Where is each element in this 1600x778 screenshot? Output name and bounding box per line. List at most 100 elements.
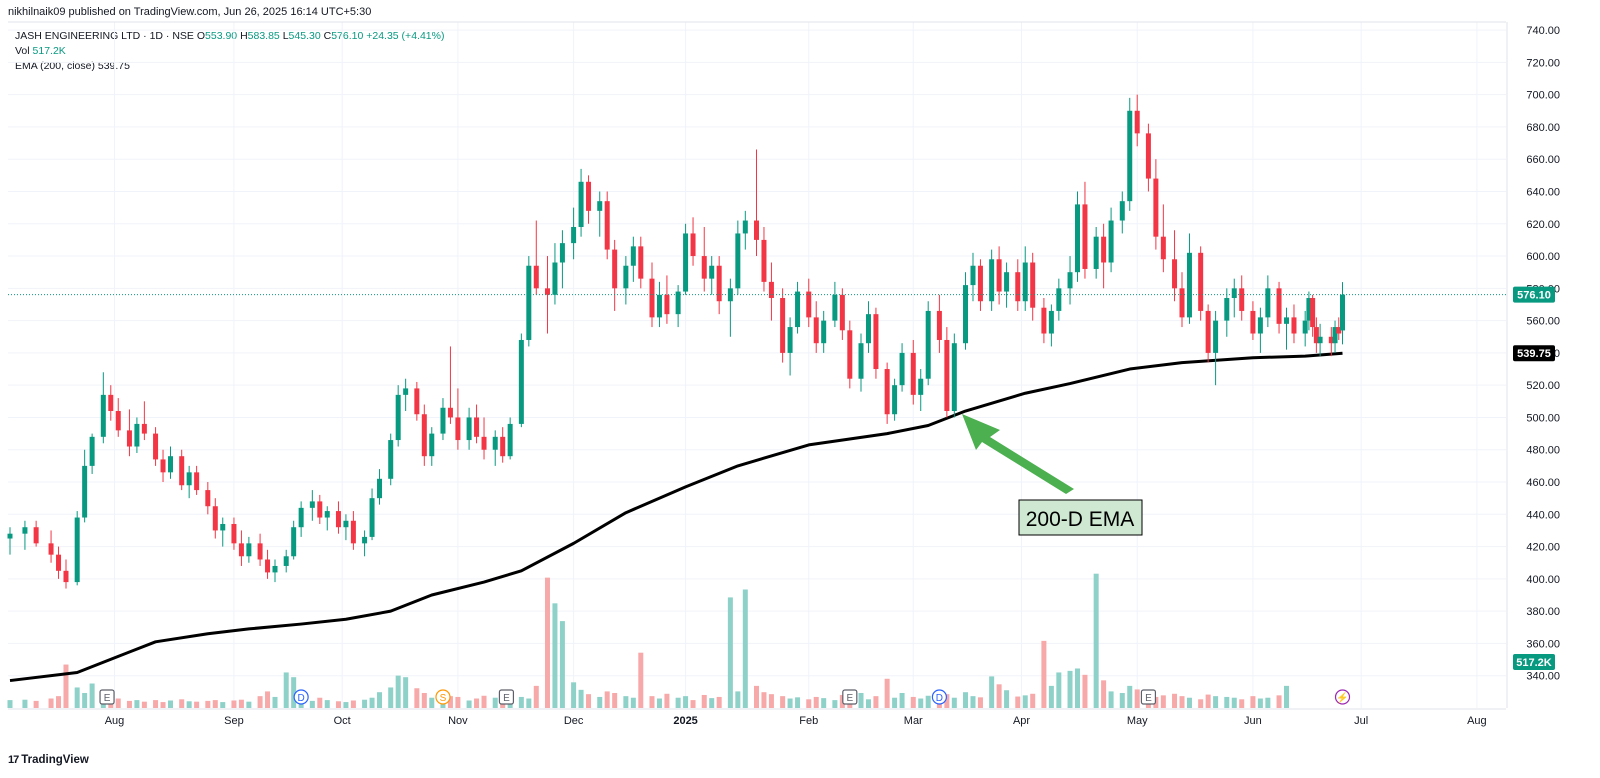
candle	[1313, 317, 1319, 353]
price-change: +24.35 (+4.41%)	[366, 30, 445, 42]
volume-label[interactable]: Vol	[15, 45, 30, 57]
candle	[701, 226, 707, 292]
volume-bar	[291, 677, 297, 708]
candle-body	[813, 317, 819, 344]
candle-body	[754, 220, 759, 240]
candle	[612, 239, 618, 311]
candle	[970, 252, 976, 302]
candle-body	[160, 459, 166, 473]
time-tick-label: Sep	[224, 715, 244, 727]
price-tick-label: 500.00	[1526, 412, 1560, 424]
candle-body	[324, 511, 330, 518]
tradingview-logo[interactable]: 17 TradingView	[8, 754, 89, 766]
volume-bar	[466, 700, 472, 708]
candle-body	[821, 320, 827, 344]
event-marker-earnings[interactable]: E	[498, 689, 515, 705]
candle	[1015, 259, 1021, 311]
publisher-line: nikhilnaik09 published on TradingView.co…	[8, 6, 372, 18]
event-marker-letter: D	[936, 693, 943, 704]
volume-bar	[690, 700, 696, 708]
volume-bar	[1108, 691, 1114, 708]
candle-body	[701, 256, 707, 279]
candle	[858, 333, 864, 392]
candle	[238, 530, 244, 566]
candle-body	[996, 259, 1002, 292]
candle-body	[186, 472, 192, 486]
event-marker-dividend[interactable]: D	[293, 689, 309, 705]
candle-body	[768, 281, 774, 299]
candle	[324, 506, 330, 531]
candle-body	[1160, 236, 1166, 260]
candle-body	[865, 314, 871, 344]
event-marker-earnings[interactable]: E	[842, 689, 858, 705]
candle-body	[134, 423, 140, 447]
candle	[735, 220, 741, 295]
candle	[205, 482, 211, 515]
candle	[141, 401, 147, 441]
price-tick-label: 620.00	[1526, 219, 1560, 231]
close-label: C	[323, 30, 332, 42]
candle	[1030, 252, 1036, 321]
high-label: H	[240, 30, 248, 42]
candle-body	[179, 456, 185, 486]
event-marker-split[interactable]: S	[435, 689, 451, 705]
close-value: 576.10	[331, 30, 364, 42]
candle	[918, 369, 924, 412]
candle-body	[403, 388, 409, 395]
volume-bar	[1265, 697, 1271, 708]
time-axis[interactable]: Aug Sep Oct Nov Dec 2025 Feb Mar Apr May Jun Jul Aug	[105, 715, 1487, 727]
volume-bar	[918, 698, 924, 708]
candle-body	[1101, 236, 1107, 263]
event-marker-flash[interactable]: ⚡	[1334, 689, 1351, 705]
candle	[283, 549, 289, 573]
ema-label[interactable]: EMA (200, close)	[15, 60, 95, 72]
candle-body	[212, 506, 218, 531]
candle-body	[89, 436, 95, 466]
candle	[910, 339, 916, 405]
candle-body	[1022, 262, 1028, 302]
symbol-name[interactable]: JASH ENGINEERING LTD · 1D · NSE	[15, 30, 194, 42]
event-marker-shape	[498, 689, 515, 705]
volume-bar	[996, 684, 1002, 708]
candle	[892, 378, 898, 421]
candle-body	[492, 436, 498, 450]
event-marker-dividend[interactable]: D	[931, 689, 947, 705]
volume-bar	[257, 696, 263, 708]
volume-bar	[518, 696, 524, 708]
candle-body	[1082, 204, 1088, 269]
candle	[272, 559, 278, 583]
volume-bar	[559, 621, 565, 708]
volume-bar	[167, 700, 173, 708]
candle	[377, 469, 383, 505]
candle	[552, 243, 558, 305]
volume-bar	[141, 701, 147, 708]
volume-bar	[1205, 694, 1211, 708]
candle-body	[153, 433, 159, 460]
volume-bar	[265, 691, 271, 708]
candle-body	[115, 411, 121, 431]
volume-bar	[447, 696, 453, 708]
candle	[1340, 282, 1346, 345]
candle	[1134, 94, 1140, 147]
volume-bar	[1250, 696, 1256, 708]
volume-bar	[1257, 698, 1263, 708]
symbol-row: JASH ENGINEERING LTD · 1D · NSE O553.90 …	[15, 29, 444, 44]
event-marker-shape	[1334, 689, 1351, 705]
candle-body	[649, 278, 655, 318]
price-axis[interactable]: 340.00 360.00 380.00 400.00 420.00 440.00 460.…	[1513, 25, 1560, 683]
candle-body	[951, 343, 957, 412]
time-tick-label: May	[1127, 715, 1148, 727]
candle	[578, 168, 584, 237]
candle	[492, 430, 498, 466]
candle-body	[194, 472, 200, 491]
volume-bar	[272, 696, 278, 708]
event-marker-earnings[interactable]: E	[99, 689, 115, 705]
event-marker-letter: E	[846, 693, 853, 704]
event-marker-earnings[interactable]: E	[1140, 689, 1157, 705]
volume-bar	[474, 698, 480, 708]
price-tick-label: 380.00	[1526, 606, 1560, 618]
event-marker-letter: S	[440, 693, 447, 704]
candle-body	[1153, 178, 1159, 237]
volume-bar	[82, 692, 88, 708]
